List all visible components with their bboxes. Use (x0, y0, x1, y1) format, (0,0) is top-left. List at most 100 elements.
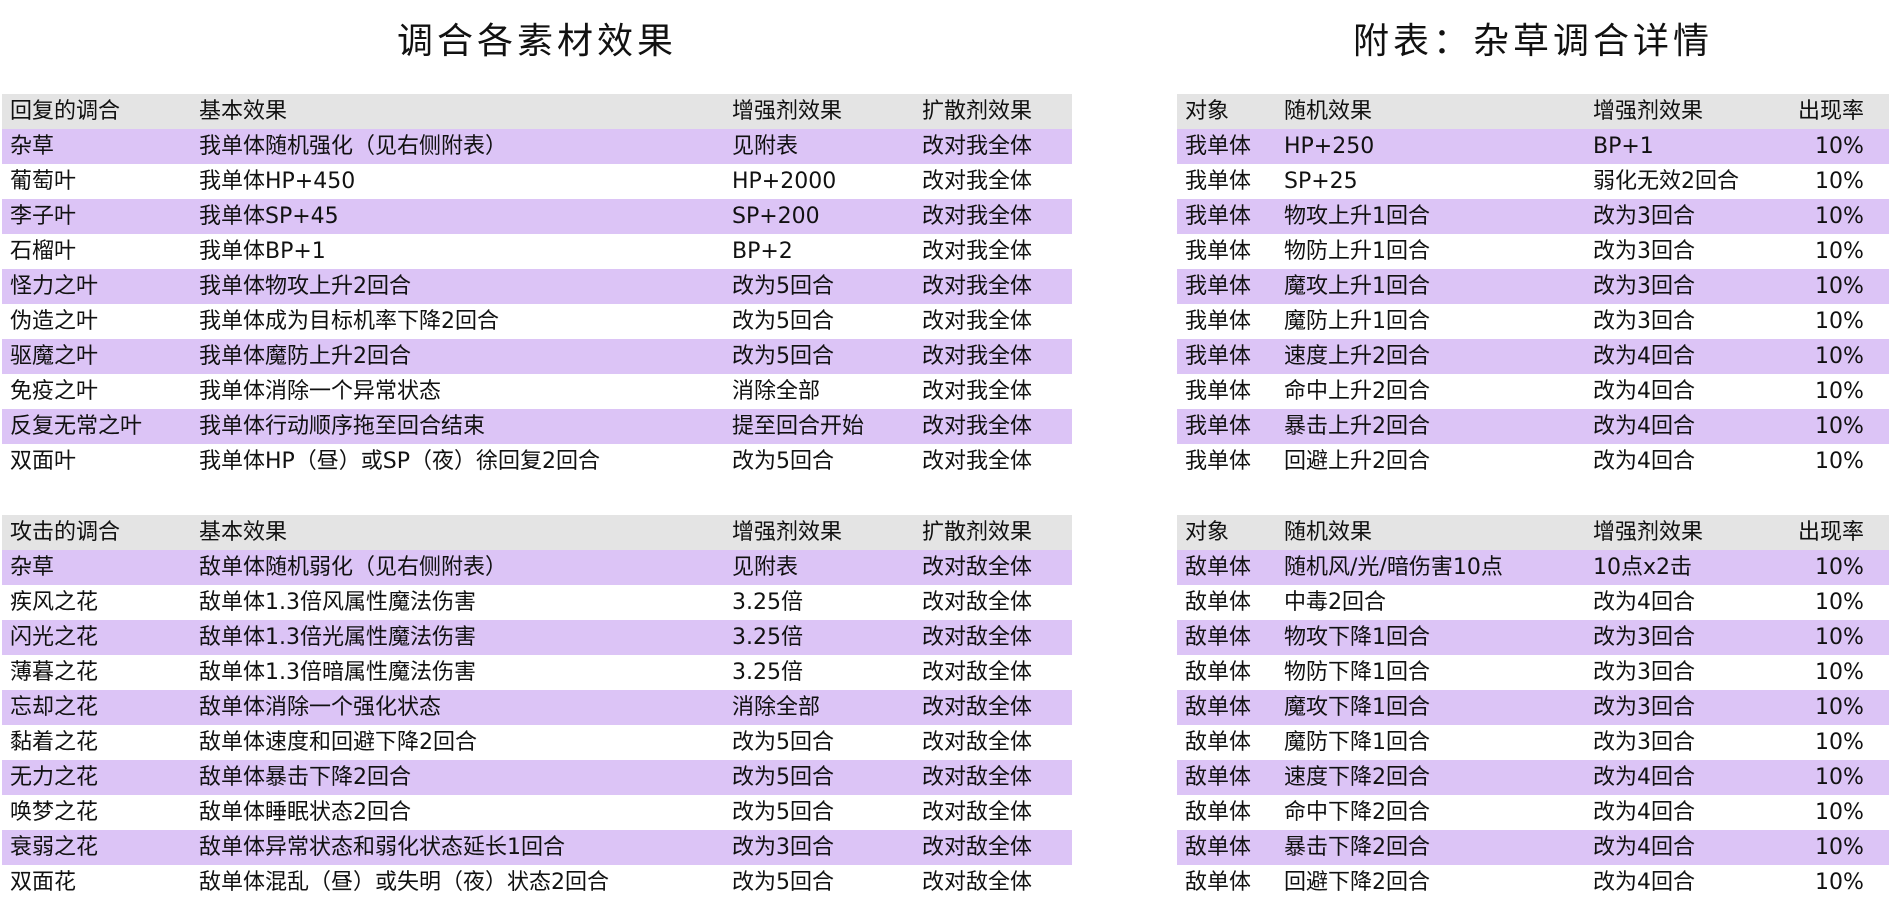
header-cell: 增强剂效果 (724, 94, 914, 129)
cell: 消除全部 (724, 690, 914, 725)
cell: 敌单体 (1177, 760, 1276, 795)
cell: 我单体 (1177, 339, 1276, 374)
cell: 改为4回合 (1593, 449, 1695, 474)
header-cell: 对象 (1177, 515, 1276, 550)
cell: 3.25倍 (732, 660, 803, 685)
cell: SP+200 (724, 199, 914, 234)
cell: 改为5回合 (732, 730, 834, 755)
cell: 改对我全体 (914, 129, 1072, 164)
row: 黏着之花 敌单体速度和回避下降2回合 改为5回合 改对敌全体 (2, 725, 1072, 760)
cell: 杂草 (2, 550, 191, 585)
row: 双面叶 我单体HP（昼）或SP（夜）徐回复2回合 改为5回合 改对我全体 (2, 444, 1072, 479)
row: 伪造之叶 我单体成为目标机率下降2回合 改为5回合 改对我全体 (2, 304, 1072, 339)
cell: 改为3回合 (1585, 199, 1790, 234)
cell: 物攻下降1回合 (1276, 620, 1585, 655)
cell: 改对我全体 (914, 339, 1072, 374)
cell: 敌单体睡眠状态2回合 (199, 800, 411, 825)
header-cell: 基本效果 (191, 94, 724, 129)
row: 敌单体 物防下降1回合 改为3回合 10% (1177, 655, 1889, 690)
cell: 改为3回合 (724, 830, 914, 865)
right-table: 对象 随机效果 增强剂效果 出现率 敌单体 随机风/光/暗伤害10点 10点x2击 10% 敌单… (1177, 515, 1889, 900)
cell: 改为4回合 (1593, 590, 1695, 615)
header-cell: 随机效果 (1276, 94, 1585, 129)
row: 我单体 SP+25 弱化无效2回合 10% (1177, 164, 1889, 199)
row: 驱魔之叶 我单体魔防上升2回合 改为5回合 改对我全体 (2, 339, 1072, 374)
row: 反复无常之叶 我单体行动顺序拖至回合结束 提至回合开始 改对我全体 (2, 409, 1072, 444)
cell: 3.25倍 (732, 590, 803, 615)
row: 我单体 回避上升2回合 改为4回合 10% (1177, 444, 1889, 479)
cell: 葡萄叶 (10, 169, 77, 194)
cell: 回避下降2回合 (1284, 870, 1430, 895)
cell: 改为4回合 (1585, 830, 1790, 865)
row: 杂草 我单体随机强化（见右侧附表） 见附表 改对我全体 (2, 129, 1072, 164)
cell: 改为5回合 (724, 269, 914, 304)
cell: 改为5回合 (732, 449, 834, 474)
cell: 疾风之花 (10, 590, 99, 615)
cell: 物攻上升1回合 (1276, 199, 1585, 234)
header-cell: 扩散剂效果 (914, 94, 1072, 129)
cell: 10% (1790, 199, 1889, 234)
header-cell: 扩散剂效果 (914, 515, 1072, 550)
right-table: 对象 随机效果 增强剂效果 出现率 我单体 HP+250 BP+1 10% 我单体 SP+25 弱化… (1177, 94, 1889, 479)
cell: HP+2000 (732, 169, 837, 194)
cell: 改对敌全体 (922, 800, 1033, 825)
row: 敌单体 魔攻下降1回合 改为3回合 10% (1177, 690, 1889, 725)
cell: 10% (1815, 800, 1864, 825)
row: 双面花 敌单体混乱（昼）或失明（夜）状态2回合 改为5回合 改对敌全体 (2, 865, 1072, 900)
cell: 敌单体 (1177, 550, 1276, 585)
cell: 消除全部 (732, 379, 821, 404)
cell: 10% (1790, 339, 1889, 374)
cell: 反复无常之叶 (2, 409, 191, 444)
row: 敌单体 随机风/光/暗伤害10点 10点x2击 10% (1177, 550, 1889, 585)
cell: 双面叶 (10, 449, 77, 474)
cell: 石榴叶 (10, 239, 77, 264)
cell: 我单体成为目标机率下降2回合 (199, 309, 499, 334)
cell: 10% (1790, 129, 1889, 164)
cell: 敌单体1.3倍暗属性魔法伤害 (199, 660, 476, 685)
cell: 敌单体混乱（昼）或失明（夜）状态2回合 (199, 870, 609, 895)
cell: 改对敌全体 (922, 870, 1033, 895)
row: 我单体 物攻上升1回合 改为3回合 10% (1177, 199, 1889, 234)
header-cell: 增强剂效果 (1585, 94, 1790, 129)
cell: 魔防下降1回合 (1284, 730, 1430, 755)
cell: 魔攻上升1回合 (1276, 269, 1585, 304)
row: 我单体 暴击上升2回合 改为4回合 10% (1177, 409, 1889, 444)
cell: 10% (1790, 760, 1889, 795)
cell: 闪光之花 (2, 620, 191, 655)
cell: 我单体 (1185, 169, 1252, 194)
row: 李子叶 我单体SP+45 SP+200 改对我全体 (2, 199, 1072, 234)
cell: BP+1 (1585, 129, 1790, 164)
cell: 敌单体 (1177, 830, 1276, 865)
row: 敌单体 暴击下降2回合 改为4回合 10% (1177, 830, 1889, 865)
cell: 见附表 (724, 550, 914, 585)
cell: 我单体 (1177, 269, 1276, 304)
row: 石榴叶 我单体BP+1 BP+2 改对我全体 (2, 234, 1072, 269)
cell: 见附表 (724, 129, 914, 164)
row: 敌单体 魔防下降1回合 改为3回合 10% (1177, 725, 1889, 760)
header-cell: 随机效果 (1276, 515, 1585, 550)
cell: 唤梦之花 (10, 800, 99, 825)
cell: 改为5回合 (724, 339, 914, 374)
row: 我单体 物防上升1回合 改为3回合 10% (1177, 234, 1889, 269)
cell: 改为5回合 (724, 760, 914, 795)
header-row: 对象 随机效果 增强剂效果 出现率 (1177, 94, 1889, 129)
header-row: 回复的调合 基本效果 增强剂效果 扩散剂效果 (2, 94, 1072, 129)
cell: 敌单体 (1177, 690, 1276, 725)
cell: 敌单体消除一个强化状态 (191, 690, 724, 725)
cell: 改对我全体 (914, 269, 1072, 304)
cell: 改对我全体 (922, 309, 1033, 334)
left-table: 攻击的调合 基本效果 增强剂效果 扩散剂效果 杂草 敌单体随机弱化（见右侧附表） 见附表 改对… (2, 515, 1072, 900)
cell: 改为4回合 (1593, 800, 1695, 825)
cell: 改为4回合 (1593, 379, 1695, 404)
cell: BP+2 (732, 239, 793, 264)
header-cell: 增强剂效果 (724, 515, 914, 550)
row: 敌单体 速度下降2回合 改为4回合 10% (1177, 760, 1889, 795)
cell: 薄暮之花 (10, 660, 99, 685)
cell: 我单体HP+450 (199, 169, 356, 194)
cell: 改对敌全体 (922, 730, 1033, 755)
header-row: 对象 随机效果 增强剂效果 出现率 (1177, 515, 1889, 550)
cell: 10% (1815, 730, 1864, 755)
cell: 敌单体 (1185, 590, 1252, 615)
cell: 敌单体异常状态和弱化状态延长1回合 (191, 830, 724, 865)
cell: 李子叶 (2, 199, 191, 234)
